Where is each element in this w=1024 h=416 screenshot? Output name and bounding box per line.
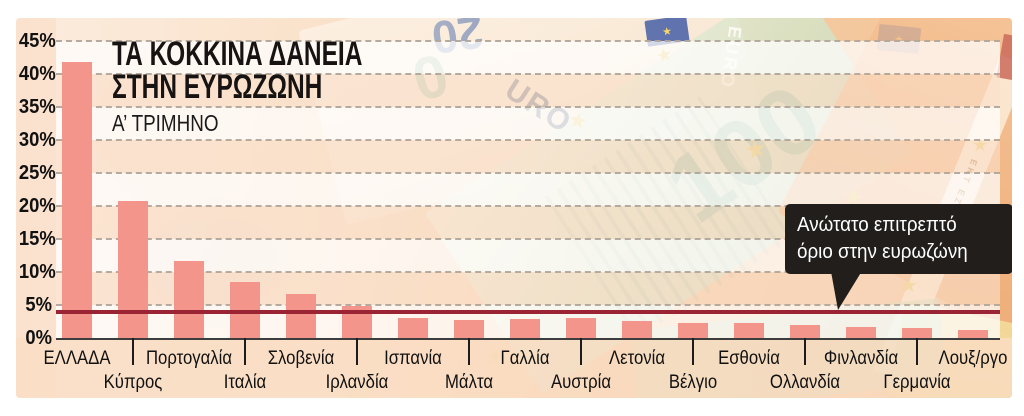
x-axis-line xyxy=(56,338,1000,340)
bar xyxy=(62,62,92,338)
x-axis-strip xyxy=(16,338,1012,398)
chart-subtitle: Α’ ΤΡΙΜΗΝΟ xyxy=(112,110,219,136)
bar xyxy=(734,323,764,338)
bar xyxy=(622,321,652,338)
reference-line-callout: Ανώτατο επιτρεπτό όριο στην ευρωζώνη xyxy=(785,204,1012,274)
bar xyxy=(174,261,204,338)
x-tick-label: Εσθονία xyxy=(718,348,780,369)
gridline xyxy=(56,304,1000,306)
y-tick-label: 45% xyxy=(18,30,56,52)
callout-text-line2: όριο στην ευρωζώνη xyxy=(797,241,968,263)
bar xyxy=(678,323,708,338)
bar xyxy=(398,318,428,338)
callout-text-line1: Ανώτατο επιτρεπτό xyxy=(797,214,957,236)
x-tick-label: Ισπανία xyxy=(384,348,442,369)
bar xyxy=(510,319,540,338)
gridline xyxy=(56,205,1000,207)
x-tick-label: Λετονία xyxy=(608,348,666,369)
y-tick-label: 25% xyxy=(18,162,56,184)
y-tick-label: 0% xyxy=(25,327,52,349)
y-tick-label: 5% xyxy=(25,294,52,316)
x-axis-separator-tick xyxy=(356,338,358,365)
x-tick-label: Ιρλανδία xyxy=(325,372,389,393)
bar xyxy=(790,325,820,338)
x-axis-separator-tick xyxy=(916,338,918,365)
x-tick-label: Σλοβενία xyxy=(267,348,335,369)
x-tick-label: Γερμανία xyxy=(883,372,951,393)
x-tick-label: Βέλγιο xyxy=(668,372,718,393)
gridline xyxy=(56,106,1000,108)
chart-title-line1: ΤΑ ΚΟΚΚΙΝΑ ΔΑΝΕΙΑ xyxy=(112,35,363,73)
bar xyxy=(958,330,988,338)
gridline xyxy=(56,271,1000,273)
x-tick-label: Γαλλία xyxy=(500,348,550,369)
bar xyxy=(902,328,932,338)
x-tick-label: Αυστρία xyxy=(550,372,612,393)
x-tick-label: Κύπρος xyxy=(103,372,163,393)
bar xyxy=(454,320,484,338)
bar xyxy=(118,201,148,338)
gridline xyxy=(56,238,1000,240)
gridline xyxy=(56,40,1000,42)
title-block: ΤΑ ΚΟΚΚΙΝΑ ΔΑΝΕΙΑ ΣΤΗΝ ΕΥΡΩΖΩΝΗ Α’ ΤΡΙΜΗ… xyxy=(112,35,460,137)
y-tick-label: 20% xyxy=(18,195,56,217)
callout-pointer xyxy=(830,266,865,310)
x-axis-separator-tick xyxy=(468,338,470,365)
x-tick-label: Φινλανδία xyxy=(823,348,899,369)
x-axis-separator-tick xyxy=(132,338,134,365)
y-axis-strip xyxy=(16,18,56,398)
bar xyxy=(846,327,876,338)
gridline xyxy=(56,172,1000,174)
x-tick-label: Μάλτα xyxy=(444,372,493,393)
x-tick-label: Πορτογαλία xyxy=(145,348,233,369)
reference-line xyxy=(56,310,1000,314)
infographic-panel: 20 0 100 URO ★ ★ EURO EKT EZB ECB EKT ★ … xyxy=(16,18,1012,398)
x-tick-label: Λουξ/ργο xyxy=(938,348,1008,369)
bar xyxy=(566,318,596,338)
y-tick-label: 15% xyxy=(18,228,56,250)
x-tick-label: Ολλανδία xyxy=(769,372,841,393)
gridline xyxy=(56,73,1000,75)
gridline xyxy=(56,139,1000,141)
x-tick-label: ΕΛΛΑΔΑ xyxy=(43,348,111,369)
y-tick-label: 40% xyxy=(18,63,56,85)
bar xyxy=(286,294,316,338)
x-tick-label: Ιταλία xyxy=(223,372,267,393)
x-axis-separator-tick xyxy=(692,338,694,365)
x-axis-separator-tick xyxy=(244,338,246,365)
x-axis-separator-tick xyxy=(804,338,806,365)
y-tick-label: 35% xyxy=(18,96,56,118)
y-tick-label: 10% xyxy=(18,261,56,283)
x-axis-separator-tick xyxy=(580,338,582,365)
chart-title-line2: ΣΤΗΝ ΕΥΡΩΖΩΝΗ xyxy=(112,68,323,106)
y-tick-label: 30% xyxy=(18,129,56,151)
